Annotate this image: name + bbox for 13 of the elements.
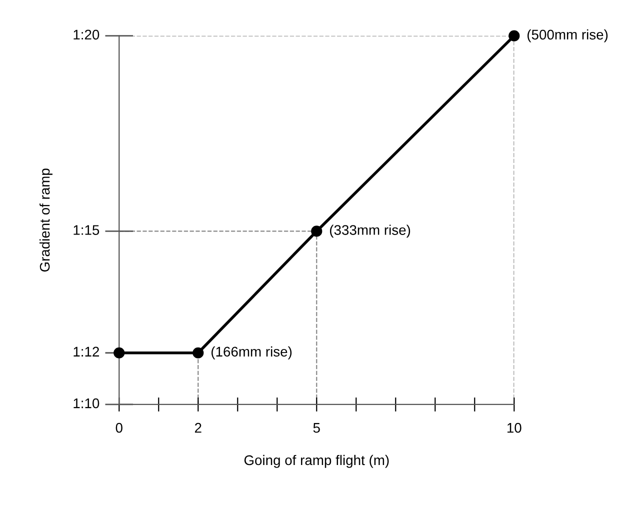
annotation: 1:15 (74, 225, 100, 235)
x-tick-label: 5 (313, 423, 320, 433)
text: 1:10 (74, 398, 100, 408)
x-tick-label: 0 (116, 422, 122, 433)
annotation: (166mm rise) (211, 346, 292, 360)
y-axis-title: Gradient of ramp (40, 168, 52, 272)
x-axis-title: Going of ramp flight (m) (244, 454, 389, 468)
x-tick-label: 2 (194, 422, 202, 433)
annotation: (333mm rise) (330, 224, 410, 238)
annotation: (500mm rise) (528, 29, 608, 42)
annotation: 1:20 (74, 30, 100, 40)
annotation: 1:12 (74, 346, 99, 356)
x-tick-label: 10 (507, 422, 522, 433)
